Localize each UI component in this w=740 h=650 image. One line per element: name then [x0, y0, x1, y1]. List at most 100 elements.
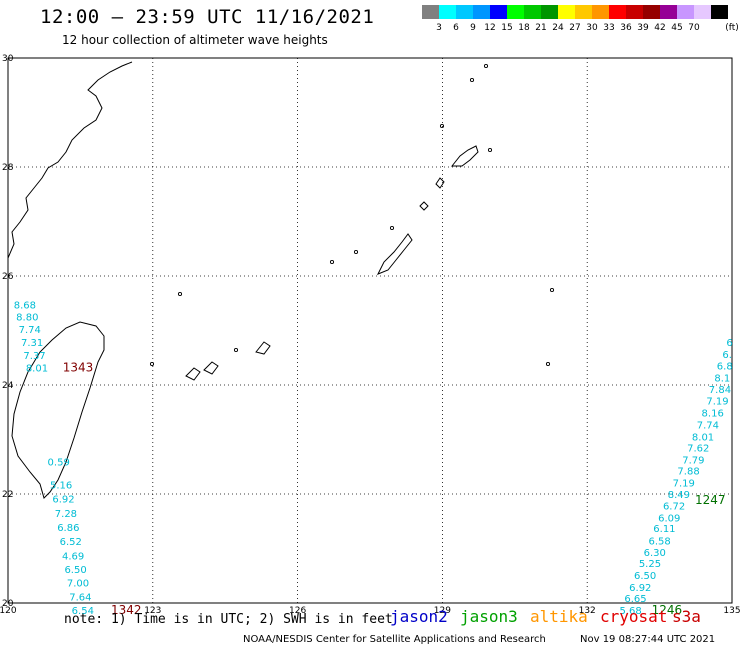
legend-label: 30 [586, 23, 598, 33]
legend-label: 27 [569, 23, 581, 33]
legend-swatch [558, 5, 575, 19]
lon-label: 135 [723, 606, 740, 616]
legend-label: 3 [436, 23, 442, 33]
map-frame [7, 57, 733, 604]
swh-value: 6.52 [60, 537, 82, 548]
swh-value: 6.92 [629, 583, 651, 594]
pass-time-label: 1343 [63, 360, 94, 374]
pass-time-label: 1342 [111, 603, 142, 617]
swh-value: 7.00 [67, 579, 89, 590]
islet [177, 291, 183, 297]
lat-label: 20 [2, 599, 14, 609]
satellite-jason3: jason3 [460, 607, 518, 626]
legend-label: 42 [654, 23, 666, 33]
swh-value: 8.16 [702, 409, 724, 420]
swh-value: 7.74 [19, 325, 41, 336]
coastline [419, 201, 429, 211]
footer-org: NOAA/NESDIS Center for Satellite Applica… [243, 634, 546, 645]
swh-value: 6.58 [648, 537, 670, 548]
legend-label: 9 [470, 23, 476, 33]
lat-label: 24 [2, 381, 14, 391]
swh-value: 6.09 [658, 513, 680, 524]
coastline [435, 177, 445, 189]
swh-value: 7.64 [69, 592, 91, 603]
lat-label: 30 [2, 54, 14, 64]
satellite-cryosat: cryosat [600, 607, 668, 626]
islet [353, 249, 359, 255]
lon-label: 132 [579, 606, 596, 616]
swh-value: 0.59 [48, 458, 70, 469]
legend-swatch [524, 5, 541, 19]
coastline [450, 145, 479, 167]
lat-label: 26 [2, 272, 14, 282]
legend-swatch [473, 5, 490, 19]
islet [469, 77, 475, 83]
swh-value: 8.68 [14, 301, 36, 312]
legend-swatch [677, 5, 694, 19]
swh-value: 7.79 [682, 455, 704, 466]
swh-value: 6. [722, 350, 732, 361]
lon-label: 129 [434, 606, 451, 616]
swh-value: 8.49 [668, 490, 690, 501]
lon-label: 123 [144, 606, 161, 616]
legend-unit: (ft) [725, 23, 739, 33]
swh-value: 7.62 [687, 443, 709, 454]
swh-value: 7.31 [21, 338, 43, 349]
swh-value: 5.25 [639, 559, 661, 570]
legend-label: 15 [501, 23, 513, 33]
swh-value: 6.11 [653, 524, 675, 535]
legend-swatch [626, 5, 643, 19]
swh-value: 6.54 [72, 606, 94, 617]
lat-label: 28 [2, 163, 14, 173]
islet [549, 287, 555, 293]
legend-swatch [456, 5, 473, 19]
legend-swatch [694, 5, 711, 19]
legend-swatch [592, 5, 609, 19]
swh-value: 7.28 [55, 509, 77, 520]
legend-swatch [541, 5, 558, 19]
lon-label: 120 [0, 606, 17, 616]
satellite-s3a: s3a [672, 607, 701, 626]
swh-value: 6 [726, 338, 732, 349]
swh-value: 8.01 [26, 363, 48, 374]
swh-value: 7.74 [697, 421, 719, 432]
swh-value: 6.92 [52, 495, 74, 506]
legend-swatch [643, 5, 660, 19]
legend-swatch [711, 5, 728, 19]
islet [233, 347, 239, 353]
legend-label: 45 [671, 23, 683, 33]
legend-label: 18 [518, 23, 530, 33]
swh-value: 6.65 [624, 594, 646, 605]
legend-swatch [490, 5, 507, 19]
islet [545, 361, 551, 367]
swh-value: 8.01 [692, 433, 714, 444]
coastline [7, 61, 133, 259]
footer-timestamp: Nov 19 08:27:44 UTC 2021 [580, 634, 716, 645]
pass-time-label: 1246 [652, 603, 683, 617]
legend-label: 39 [637, 23, 649, 33]
swh-value: 7.84 [709, 385, 731, 396]
legend-label: 12 [484, 23, 496, 33]
legend-swatch [507, 5, 524, 19]
swh-value: 5.16 [50, 481, 72, 492]
swh-value: 8.80 [16, 313, 38, 324]
legend-label: 21 [535, 23, 547, 33]
islet [389, 225, 395, 231]
swh-value: 6.50 [634, 571, 656, 582]
swh-value: 8.1 [714, 374, 730, 385]
swh-value: 7.88 [677, 466, 699, 477]
legend-swatch [575, 5, 592, 19]
swh-value: 6.8 [717, 362, 733, 373]
islet [439, 123, 445, 129]
legend-label: 70 [688, 23, 700, 33]
coastline [185, 367, 201, 381]
legend-label: 24 [552, 23, 564, 33]
islet [487, 147, 493, 153]
coastline [376, 233, 413, 275]
swh-value: 6.30 [644, 548, 666, 559]
legend-swatch [660, 5, 677, 19]
lon-label: 126 [289, 606, 306, 616]
legend-label: 36 [620, 23, 632, 33]
satellite-jason2: jason2 [390, 607, 448, 626]
